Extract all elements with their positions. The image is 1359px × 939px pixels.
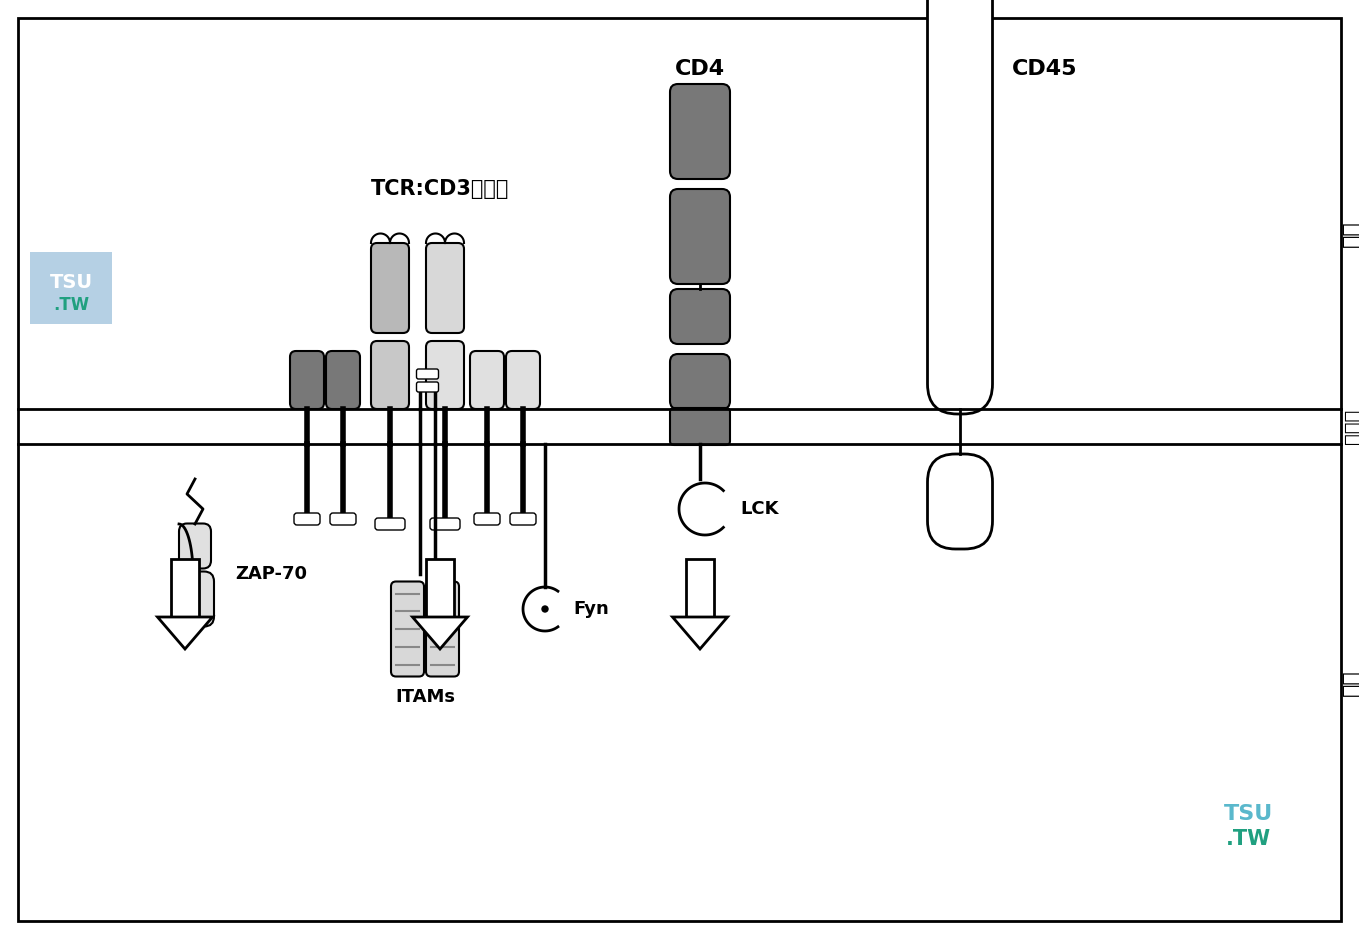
- Text: ZAP-70: ZAP-70: [235, 565, 307, 583]
- Text: LCK: LCK: [741, 500, 779, 518]
- FancyBboxPatch shape: [670, 189, 730, 284]
- Text: 膜内: 膜内: [1341, 670, 1359, 696]
- Text: .TW: .TW: [53, 296, 90, 314]
- Bar: [425, 559, 454, 617]
- Text: CD4: CD4: [675, 59, 726, 79]
- Text: TSU: TSU: [49, 273, 92, 293]
- Text: TCR:CD3复合物: TCR:CD3复合物: [371, 179, 510, 199]
- Text: ITAMs: ITAMs: [395, 688, 455, 706]
- Text: 膜外: 膜外: [1341, 221, 1359, 247]
- Polygon shape: [158, 617, 212, 649]
- FancyBboxPatch shape: [670, 354, 730, 409]
- Polygon shape: [673, 617, 727, 649]
- FancyBboxPatch shape: [474, 513, 500, 525]
- FancyBboxPatch shape: [670, 289, 730, 344]
- FancyBboxPatch shape: [294, 513, 319, 525]
- Text: 细胞膜: 细胞膜: [1343, 408, 1359, 444]
- FancyBboxPatch shape: [371, 341, 409, 409]
- FancyBboxPatch shape: [330, 513, 356, 525]
- Bar: [171, 559, 198, 617]
- FancyBboxPatch shape: [425, 341, 463, 409]
- FancyBboxPatch shape: [670, 84, 730, 179]
- FancyBboxPatch shape: [416, 369, 439, 379]
- FancyBboxPatch shape: [510, 513, 535, 525]
- Circle shape: [542, 606, 548, 612]
- Polygon shape: [413, 617, 467, 649]
- Bar: [686, 559, 713, 617]
- FancyBboxPatch shape: [177, 572, 213, 626]
- FancyBboxPatch shape: [425, 243, 463, 333]
- FancyBboxPatch shape: [470, 351, 504, 409]
- FancyBboxPatch shape: [375, 518, 405, 530]
- FancyBboxPatch shape: [670, 408, 730, 445]
- Bar: [30, 252, 111, 324]
- FancyBboxPatch shape: [391, 581, 424, 676]
- Text: CD45: CD45: [1012, 59, 1078, 79]
- FancyBboxPatch shape: [179, 524, 211, 568]
- FancyBboxPatch shape: [371, 243, 409, 333]
- Text: .TW: .TW: [1226, 829, 1271, 849]
- FancyBboxPatch shape: [927, 454, 992, 549]
- FancyBboxPatch shape: [425, 581, 459, 676]
- FancyBboxPatch shape: [506, 351, 540, 409]
- Text: Fyn: Fyn: [573, 600, 609, 618]
- FancyBboxPatch shape: [416, 382, 439, 392]
- FancyBboxPatch shape: [326, 351, 360, 409]
- FancyBboxPatch shape: [289, 351, 323, 409]
- FancyBboxPatch shape: [429, 518, 459, 530]
- Text: TSU: TSU: [1223, 804, 1272, 824]
- FancyBboxPatch shape: [927, 0, 992, 414]
